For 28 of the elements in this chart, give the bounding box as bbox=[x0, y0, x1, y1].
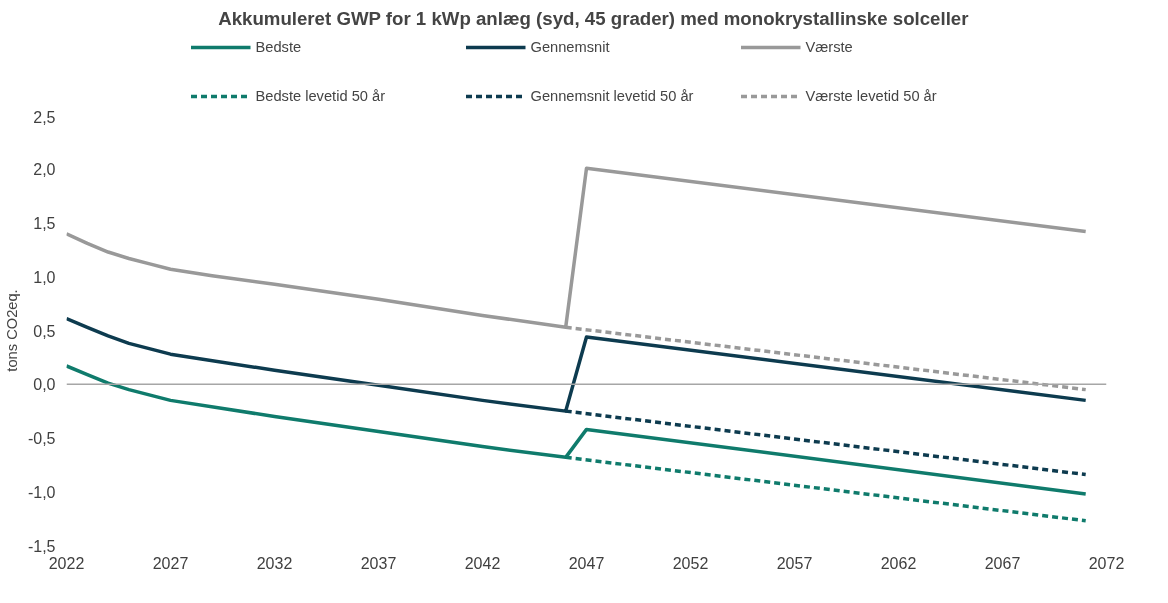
y-tick-label: -0,5 bbox=[27, 430, 56, 447]
y-tick-label: 1,0 bbox=[33, 268, 56, 286]
y-tick-label: 0,5 bbox=[33, 322, 56, 340]
x-tick-label: 2067 bbox=[984, 554, 1021, 572]
y-tick-label: 0,0 bbox=[33, 376, 56, 394]
x-tick-label: 2062 bbox=[880, 554, 917, 572]
legend-label: Gennemsnit levetid 50 år bbox=[530, 88, 695, 104]
legend-label: Bedste levetid 50 år bbox=[255, 88, 387, 104]
y-tick-label: -1,0 bbox=[27, 483, 56, 501]
x-tick-label: 2037 bbox=[360, 554, 397, 572]
x-tick-label: 2032 bbox=[256, 554, 293, 572]
x-tick-label: 2057 bbox=[776, 554, 813, 572]
y-tick-label: 1,5 bbox=[33, 215, 56, 232]
x-tick-label: 2072 bbox=[1088, 554, 1125, 572]
x-tick-label: 2022 bbox=[48, 554, 85, 572]
y-tick-label: -1,5 bbox=[27, 537, 56, 555]
y-tick-label: 2,0 bbox=[33, 161, 56, 179]
legend-label: Gennemsnit bbox=[530, 39, 611, 55]
chart-title: Akkumuleret GWP for 1 kWp anlæg (syd, 45 grader) med monokrystallinske solceller bbox=[218, 7, 969, 29]
legend-label: Værste bbox=[805, 39, 854, 55]
y-axis-title: tons CO2eq. bbox=[3, 289, 20, 372]
legend-label: Værste levetid 50 år bbox=[805, 88, 938, 104]
legend-label: Bedste bbox=[255, 39, 303, 55]
x-tick-label: 2042 bbox=[464, 554, 501, 572]
x-tick-label: 2047 bbox=[568, 554, 605, 572]
x-tick-label: 2052 bbox=[672, 554, 709, 572]
x-tick-label: 2027 bbox=[152, 554, 189, 572]
y-tick-label: 2,5 bbox=[33, 108, 56, 126]
